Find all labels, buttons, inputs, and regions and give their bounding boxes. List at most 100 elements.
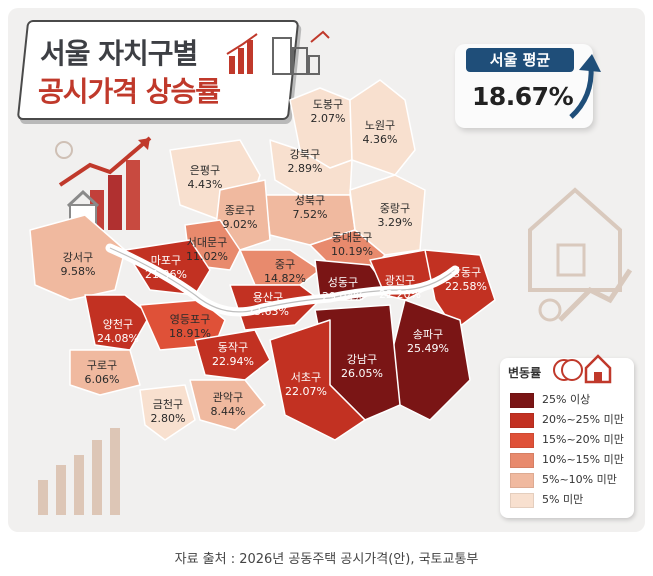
district-value: 11.02% xyxy=(186,250,228,263)
district-region xyxy=(139,299,226,351)
district-region xyxy=(29,214,126,301)
district-value: 2.07% xyxy=(310,112,346,125)
buildings-chart-icon xyxy=(226,30,330,75)
legend-swatch xyxy=(510,432,534,448)
legend-swatch xyxy=(510,392,534,408)
district-value: 4.36% xyxy=(362,133,398,146)
district-value: 24.08% xyxy=(97,332,139,345)
district-name: 관악구 xyxy=(212,391,244,404)
legend-label: 10%~15% 미만 xyxy=(542,453,624,466)
legend-label: 15%~20% 미만 xyxy=(542,433,624,446)
district-name: 강북구 xyxy=(289,148,321,161)
district-name: 도봉구 xyxy=(312,98,344,111)
district-label: 강남구 26.05% xyxy=(341,353,383,381)
district-name: 금천구 xyxy=(152,398,184,411)
district-value: 9.58% xyxy=(60,265,96,278)
district-name: 동대문구 xyxy=(331,231,373,244)
district-name: 영등포구 xyxy=(169,313,211,326)
district-label: 중구 14.82% xyxy=(264,258,306,286)
district-value: 2.89% xyxy=(287,162,323,175)
district-value: 22.20% xyxy=(379,288,421,301)
district-name: 동작구 xyxy=(217,341,249,354)
page-subtitle: 공시가격 상승률 xyxy=(38,75,221,108)
district-label: 종로구 9.02% xyxy=(223,204,258,232)
legend-label: 5% 미만 xyxy=(542,493,584,506)
district-region xyxy=(424,249,496,331)
legend-item: 5% 미만 xyxy=(510,492,583,508)
district-label: 양천구 24.08% xyxy=(97,318,139,346)
district-label: 동대문구 10.19% xyxy=(331,231,373,259)
page-title: 서울 자치구별 xyxy=(40,37,198,70)
district-label: 서초구 22.07% xyxy=(285,371,327,399)
district-label: 강동구 22.58% xyxy=(445,266,487,294)
district-label: 서대문구 11.02% xyxy=(186,236,228,264)
district-label: 용산구 23.63% xyxy=(247,291,289,319)
legend-swatch xyxy=(510,452,534,468)
legend-item: 15%~20% 미만 xyxy=(510,432,624,448)
district-region xyxy=(269,319,366,441)
coin-house-icon xyxy=(553,354,612,384)
district-label: 송파구 25.49% xyxy=(407,328,449,356)
district-name: 양천구 xyxy=(102,318,134,331)
district-value: 2.80% xyxy=(150,412,186,425)
district-label: 마포구 21.36% xyxy=(145,254,187,282)
district-label: 강북구 2.89% xyxy=(288,148,323,176)
growth-chart-3d-illustration xyxy=(55,136,152,231)
legend-label: 25% 이상 xyxy=(542,393,591,406)
district-label: 도봉구 2.07% xyxy=(311,98,346,126)
district-name: 구로구 xyxy=(86,359,118,372)
district-name: 종로구 xyxy=(224,204,256,217)
district-name: 송파구 xyxy=(412,328,444,341)
district-region xyxy=(239,249,321,286)
district-name: 중구 xyxy=(274,258,296,271)
district-value: 7.52% xyxy=(292,208,328,221)
district-label: 관악구 8.44% xyxy=(211,391,246,419)
district-value: 21.36% xyxy=(145,268,187,281)
legend-label: 20%~25% 미만 xyxy=(542,413,624,426)
district-region xyxy=(84,294,151,351)
district-region xyxy=(189,379,266,431)
district-value: 4.43% xyxy=(187,178,223,191)
district-name: 은평구 xyxy=(189,164,221,177)
district-value: 25.49% xyxy=(407,342,449,355)
district-name: 강동구 xyxy=(450,266,482,279)
district-value: 22.07% xyxy=(285,385,327,398)
district-value: 23.63% xyxy=(247,305,289,318)
district-value: 18.91% xyxy=(169,327,211,340)
district-region xyxy=(139,384,196,441)
district-name: 성북구 xyxy=(294,194,326,207)
district-name: 강서구 xyxy=(62,251,94,264)
average-value: 18.67% xyxy=(472,82,574,111)
district-value: 22.58% xyxy=(445,280,487,293)
legend-item: 10%~15% 미만 xyxy=(510,452,624,468)
district-name: 성동구 xyxy=(327,276,359,289)
district-label: 중랑구 3.29% xyxy=(378,202,413,230)
district-label: 성북구 7.52% xyxy=(293,194,328,222)
district-label: 동작구 22.94% xyxy=(212,341,254,369)
district-value: 26.05% xyxy=(341,367,383,380)
district-value: 14.82% xyxy=(264,272,306,285)
district-label: 노원구 4.36% xyxy=(363,119,398,147)
district-name: 강남구 xyxy=(346,353,378,366)
district-name: 마포구 xyxy=(150,254,182,267)
district-value: 29.04% xyxy=(322,290,364,303)
district-name: 중랑구 xyxy=(379,202,411,215)
legend-title: 변동률 xyxy=(508,366,542,380)
district-name: 용산구 xyxy=(252,291,284,304)
up-arrow-icon xyxy=(569,54,601,119)
district-name: 노원구 xyxy=(364,119,396,132)
legend-item: 20%~25% 미만 xyxy=(510,412,624,428)
district-region xyxy=(269,139,353,196)
district-region xyxy=(194,329,271,381)
legend-swatch xyxy=(510,472,534,488)
average-label: 서울 평균 xyxy=(466,48,574,72)
district-value: 6.06% xyxy=(84,373,120,386)
legend-swatch xyxy=(510,412,534,428)
source-note: 자료 출처 : 2026년 공동주택 공시가격(안), 국토교통부 xyxy=(174,552,479,567)
district-label: 영등포구 18.91% xyxy=(169,313,211,341)
house-outline-illustration xyxy=(528,187,633,322)
district-label: 성동구 29.04% xyxy=(322,276,364,304)
district-name: 광진구 xyxy=(384,274,416,287)
legend-item: 5%~10% 미만 xyxy=(510,472,617,488)
